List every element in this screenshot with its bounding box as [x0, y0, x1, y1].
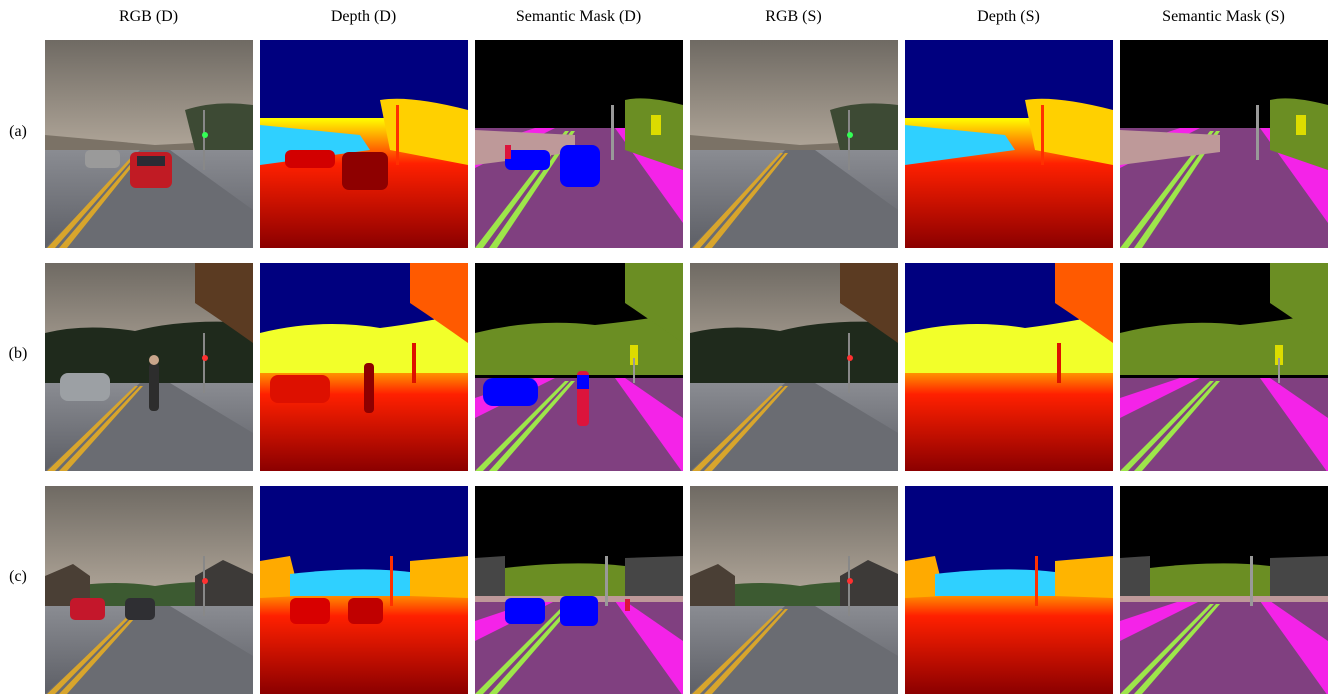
- depth-image-d-b: [260, 263, 468, 471]
- mask-image-d-b: [475, 263, 683, 471]
- depth-image-d-a: [260, 40, 468, 248]
- column-header-depth-d: Depth (D): [330, 8, 397, 25]
- row-label-c: (c): [9, 568, 27, 585]
- rgb-image-d-a: [45, 40, 253, 248]
- mask-image-d-c: [475, 486, 683, 694]
- mask-image-d-a: [475, 40, 683, 248]
- mask-image-s-b: [1120, 263, 1328, 471]
- mask-image-s-a: [1120, 40, 1328, 248]
- column-header-rgb-s: RGB (S): [765, 8, 822, 25]
- rgb-image-d-b: [45, 263, 253, 471]
- depth-image-s-a: [905, 40, 1113, 248]
- column-header-semantic-mask-d: Semantic Mask (D): [515, 8, 642, 25]
- rgb-image-s-a: [690, 40, 898, 248]
- row-label-b: (b): [8, 345, 28, 362]
- depth-image-s-b: [905, 263, 1113, 471]
- depth-image-s-c: [905, 486, 1113, 694]
- rgb-image-d-c: [45, 486, 253, 694]
- depth-image-d-c: [260, 486, 468, 694]
- column-header-rgb-d: RGB (D): [118, 8, 179, 25]
- row-label-a: (a): [9, 123, 27, 140]
- column-header-semantic-mask-s: Semantic Mask (S): [1162, 8, 1285, 25]
- mask-image-s-c: [1120, 486, 1328, 694]
- rgb-image-s-b: [690, 263, 898, 471]
- column-header-depth-s: Depth (S): [977, 8, 1040, 25]
- rgb-image-s-c: [690, 486, 898, 694]
